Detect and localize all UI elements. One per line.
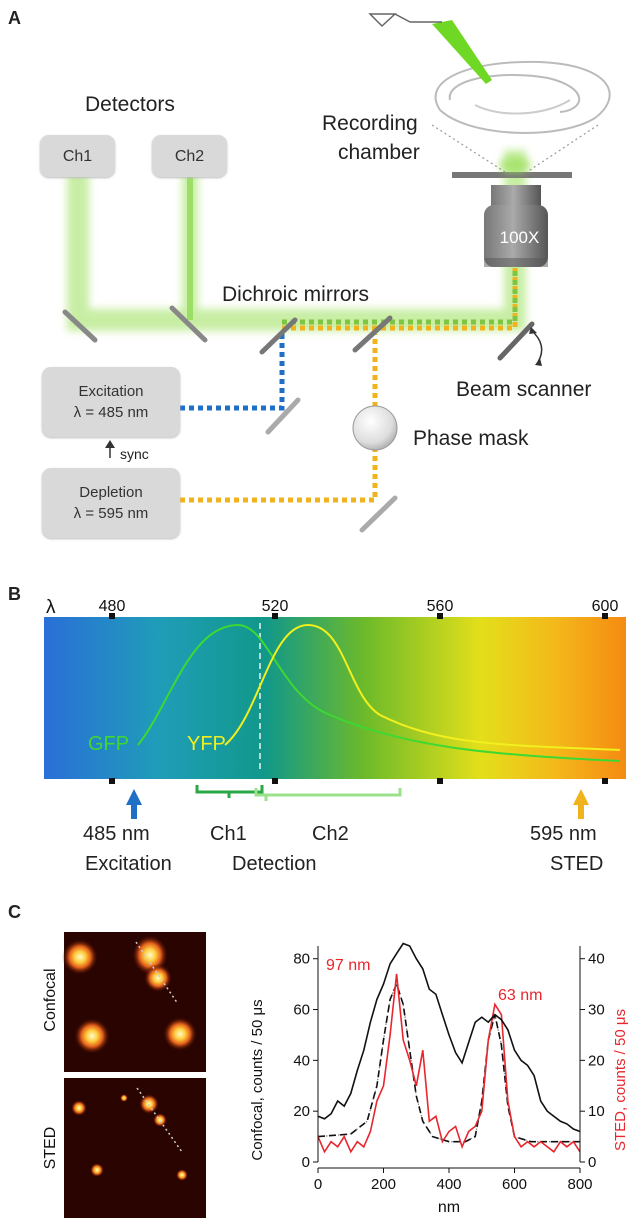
y-right-tick-label: 30 [588, 1002, 605, 1019]
recording-chamber-label-2: chamber [338, 141, 420, 164]
y-left-tick-label: 80 [293, 951, 310, 968]
y-right-tick-label: 0 [588, 1154, 596, 1171]
sted-image [64, 1078, 206, 1218]
panel-a-letter: A [8, 8, 21, 28]
ch2-bracket [254, 788, 402, 797]
gfp-curve [137, 623, 621, 762]
confocal-label: Confocal [42, 968, 59, 1031]
series-line-2 [317, 981, 580, 1143]
y-right-tick-label: 10 [588, 1103, 605, 1120]
x-tick-label: 600 [502, 1176, 527, 1193]
ch1-bracket [195, 785, 264, 794]
x-tick-label: 800 [567, 1176, 592, 1193]
series-line-3 [317, 982, 580, 1143]
ch1-label: Ch1 [210, 823, 247, 845]
tick-480: 480 [99, 598, 126, 615]
yfp-label: YFP [187, 733, 226, 755]
sted-label: STED [550, 853, 604, 875]
excitation-laser-box: Excitation λ = 485 nm [42, 367, 180, 437]
excitation-label: Excitation [85, 853, 172, 875]
depletion-wavelength: λ = 595 nm [73, 505, 149, 522]
excitation-title: Excitation [78, 383, 144, 400]
excitation-beam [180, 334, 285, 411]
x-tick-label: 200 [371, 1176, 396, 1193]
pipette-icon [368, 13, 492, 84]
detectors-title: Detectors [85, 93, 175, 116]
phase-mask-icon [352, 405, 398, 451]
spectrum-diagram: λ 480 520 560 600 GFP YFP [44, 597, 626, 819]
series-line-0 [317, 942, 581, 1133]
y-left-tick-label: 20 [293, 1103, 310, 1120]
sted-label: STED [42, 1127, 59, 1170]
series-line-1 [317, 973, 581, 1154]
annotation-63nm: 63 nm [498, 987, 542, 1004]
y-left-tick-label: 60 [293, 1002, 310, 1019]
y-right-tick-label: 40 [588, 951, 605, 968]
y-left-tick-label: 0 [302, 1154, 310, 1171]
x-tick-label: 0 [314, 1176, 322, 1193]
annotation-97nm: 97 nm [326, 957, 370, 974]
x-tick-label: 400 [436, 1176, 461, 1193]
gfp-label: GFP [88, 733, 129, 755]
sted-spots [71, 1094, 188, 1181]
detection-label: Detection [232, 853, 317, 875]
tick-520: 520 [262, 598, 289, 615]
optical-setup-diagram [62, 13, 611, 533]
x-axis-label: nm [438, 1199, 460, 1216]
excitation-wavelength: λ = 485 nm [73, 404, 149, 421]
scanner-rotate-icon [530, 329, 543, 363]
y-left-tick-label: 40 [293, 1052, 310, 1069]
detector-ch2: Ch2 [152, 135, 227, 177]
depletion-title: Depletion [79, 484, 143, 501]
confocal-spots [62, 935, 197, 1054]
tick-600: 600 [592, 598, 619, 615]
sted-nm: 595 nm [530, 823, 597, 845]
panel-c-letter: C [8, 902, 21, 922]
depletion-beam [180, 260, 518, 503]
sync-arrow-icon [105, 440, 115, 448]
lambda-label: λ [46, 597, 56, 618]
y-right-tick-label: 20 [588, 1052, 605, 1069]
depletion-laser-box: Depletion λ = 595 nm [42, 468, 180, 538]
y-axis-right-label: STED, counts / 50 μs [612, 1009, 629, 1151]
dichroic-mirrors-label: Dichroic mirrors [222, 283, 369, 306]
detector-ch1: Ch1 [40, 135, 115, 177]
objective-icon [484, 185, 548, 267]
ch2-label: Ch2 [312, 823, 349, 845]
spectrum-ticks [109, 613, 608, 784]
microscopy-images: Confocal STED [42, 932, 206, 1218]
recording-chamber-icon [431, 60, 611, 178]
sted-arrow-icon [573, 789, 589, 819]
recording-chamber-label-1: Recording [322, 112, 418, 135]
beam-scanner-label: Beam scanner [456, 378, 592, 401]
sync-label: sync [120, 446, 149, 462]
yfp-curve [224, 623, 621, 751]
panel-b-letter: B [8, 584, 21, 604]
y-axis-left-label: Confocal, counts / 50 μs [249, 999, 266, 1160]
tick-560: 560 [427, 598, 454, 615]
dichroic-mirrors [62, 305, 535, 533]
excitation-arrow-icon [126, 789, 142, 819]
objective-label: 100X [499, 228, 540, 247]
excitation-nm: 485 nm [83, 823, 150, 845]
phase-mask-label: Phase mask [413, 427, 529, 450]
